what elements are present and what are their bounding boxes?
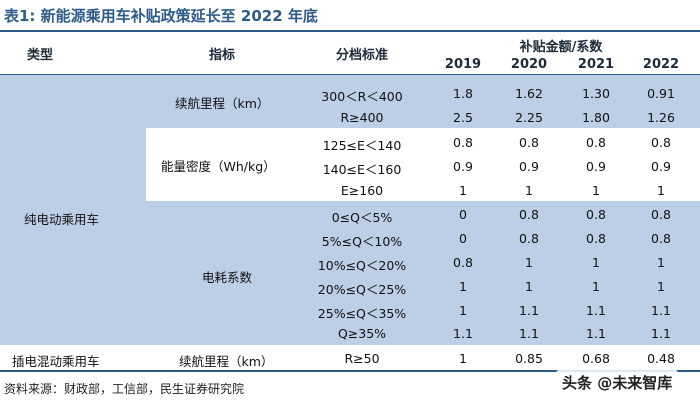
grade-cell: 20%≤Q＜25% <box>317 282 407 297</box>
watermark-text: 头条 @未来智库 <box>562 374 673 392</box>
value-cell: 1.30 <box>582 86 610 101</box>
value-cell: 1.26 <box>647 110 675 125</box>
indicator-range: 续航里程（km） <box>175 96 270 111</box>
value-cell: 0 <box>459 231 467 246</box>
indicator-consumption: 电耗系数 <box>202 270 253 285</box>
grade-cell: 0≤Q＜5% <box>331 210 393 225</box>
value-cell: 0.8 <box>453 135 473 150</box>
value-cell: 1.1 <box>519 326 539 341</box>
indicator-phev-range: 续航里程（km） <box>179 354 274 369</box>
value-cell: 0.8 <box>519 231 539 246</box>
value-cell: 0.48 <box>647 351 675 366</box>
watermark: 头条 @未来智库 <box>556 370 679 395</box>
value-cell: 0 <box>459 207 467 222</box>
top-rule <box>0 30 700 32</box>
value-cell: 0.8 <box>651 231 671 246</box>
grade-cell: 140≤E＜160 <box>322 162 402 177</box>
value-cell: 0.85 <box>515 351 543 366</box>
table-body-shading <box>0 75 700 370</box>
value-cell: 1.1 <box>651 303 671 318</box>
value-cell: 0.9 <box>453 159 473 174</box>
grade-cell: 10%≤Q＜20% <box>317 258 407 273</box>
value-cell: 1.80 <box>582 110 610 125</box>
grade-cell: E≥160 <box>340 183 384 198</box>
value-cell: 1 <box>459 303 467 318</box>
indicator-energy-density: 能量密度（Wh/kg） <box>161 159 276 174</box>
value-cell: 1.1 <box>453 326 473 341</box>
header-year-2021: 2021 <box>577 57 615 72</box>
header-rule <box>0 74 700 75</box>
header-year-2022: 2022 <box>642 57 680 72</box>
value-cell: 1.62 <box>515 86 543 101</box>
value-cell: 0.9 <box>519 159 539 174</box>
bottom-rule <box>0 370 700 372</box>
value-cell: 1 <box>657 183 665 198</box>
value-cell: 0.8 <box>651 135 671 150</box>
value-cell: 0.8 <box>519 135 539 150</box>
phev-row-band <box>0 345 700 370</box>
value-cell: 1 <box>592 255 600 270</box>
value-cell: 0.8 <box>519 207 539 222</box>
grade-cell: 5%≤Q＜10% <box>321 234 403 249</box>
grade-cell: Q≥35% <box>337 326 387 341</box>
value-cell: 1 <box>657 255 665 270</box>
grade-cell: 125≤E＜140 <box>322 138 402 153</box>
value-cell: 0.8 <box>586 231 606 246</box>
header-year-2020: 2020 <box>510 57 548 72</box>
value-cell: 0.8 <box>651 207 671 222</box>
value-cell: 0.91 <box>647 86 675 101</box>
header-subsidy: 补贴金额/系数 <box>519 40 603 55</box>
header-indicator: 指标 <box>208 48 236 63</box>
category-bev: 纯电动乘用车 <box>24 212 100 227</box>
value-cell: 1.1 <box>519 303 539 318</box>
header-grading: 分档标准 <box>335 48 389 63</box>
value-cell: 2.25 <box>515 110 543 125</box>
value-cell: 0.8 <box>453 255 473 270</box>
value-cell: 0.8 <box>586 207 606 222</box>
value-cell: 1 <box>592 183 600 198</box>
value-cell: 1 <box>459 351 467 366</box>
grade-cell: R≥400 <box>340 110 384 125</box>
value-cell: 1.1 <box>586 326 606 341</box>
value-cell: 2.5 <box>453 110 473 125</box>
grade-cell: R≥50 <box>344 351 380 366</box>
header-year-2019: 2019 <box>444 57 482 72</box>
value-cell: 1 <box>525 279 533 294</box>
value-cell: 1.1 <box>651 326 671 341</box>
value-cell: 1 <box>592 279 600 294</box>
value-cell: 0.9 <box>586 159 606 174</box>
value-cell: 0.68 <box>582 351 610 366</box>
energy-density-band <box>146 128 700 201</box>
value-cell: 0.9 <box>651 159 671 174</box>
value-cell: 1 <box>657 279 665 294</box>
table-title: 表1: 新能源乘用车补贴政策延长至 2022 年底 <box>4 7 318 25</box>
header-type: 类型 <box>26 48 54 63</box>
value-cell: 1 <box>525 183 533 198</box>
value-cell: 1 <box>459 183 467 198</box>
value-cell: 1.8 <box>453 86 473 101</box>
value-cell: 0.8 <box>586 135 606 150</box>
source-note: 资料来源：财政部，工信部，民生证券研究院 <box>4 382 245 396</box>
value-cell: 1.1 <box>586 303 606 318</box>
value-cell: 1 <box>525 255 533 270</box>
grade-cell: 25%≤Q＜35% <box>317 306 407 321</box>
category-phev: 插电混动乘用车 <box>12 354 100 369</box>
value-cell: 1 <box>459 279 467 294</box>
grade-cell: 300＜R＜400 <box>321 89 403 104</box>
